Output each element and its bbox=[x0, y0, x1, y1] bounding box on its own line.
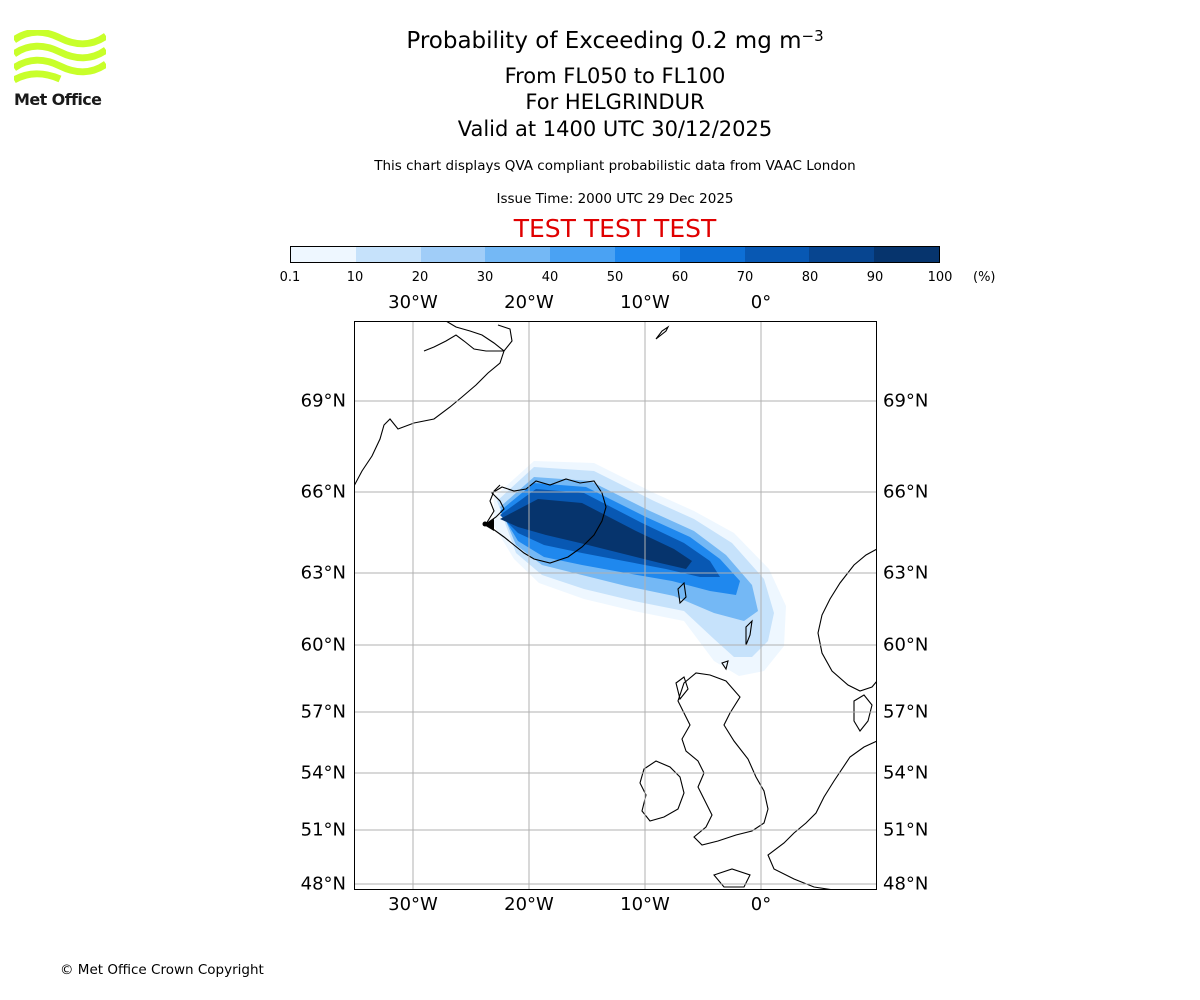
lat-label-left: 48°N bbox=[300, 873, 346, 895]
copyright: © Met Office Crown Copyright bbox=[60, 962, 264, 978]
volcano-marker-shape bbox=[484, 519, 494, 531]
lat-label-left: 63°N bbox=[300, 562, 346, 584]
issue-time: Issue Time: 2000 UTC 29 Dec 2025 bbox=[496, 191, 734, 207]
lon-label-bottom: 20°W bbox=[504, 894, 554, 915]
colorbar-tick-label: 10 bbox=[346, 270, 364, 285]
chart-description: This chart displays QVA compliant probab… bbox=[374, 158, 856, 174]
colorbar-tick-label: 0.1 bbox=[279, 270, 301, 285]
coast-britain bbox=[677, 672, 769, 846]
flight-levels: From FL050 to FL100 bbox=[504, 64, 726, 88]
colorbar-tick-label: 100 bbox=[927, 270, 953, 285]
colorbar-segment bbox=[614, 247, 680, 262]
colorbar-segment bbox=[291, 247, 356, 262]
colorbar-tick-label: 20 bbox=[411, 270, 429, 285]
coast-shetland bbox=[745, 619, 753, 646]
colorbar-unit: (%) bbox=[973, 270, 996, 285]
lat-label-left: 66°N bbox=[300, 481, 346, 503]
lat-label-right: 66°N bbox=[883, 481, 929, 503]
coast-continent bbox=[767, 740, 877, 890]
lat-label-right: 57°N bbox=[883, 701, 929, 723]
map-panel bbox=[354, 321, 877, 890]
coast-jan-mayen bbox=[655, 325, 670, 340]
coast-faroe bbox=[677, 581, 687, 605]
volcano-marker bbox=[482, 519, 494, 531]
colorbar-segment bbox=[550, 247, 615, 262]
volcano-name: For HELGRINDUR bbox=[525, 90, 705, 114]
coast-brittany bbox=[713, 868, 751, 888]
coast-greenland bbox=[354, 321, 505, 487]
chart-title-text: Probability of Exceeding 0.2 mg m bbox=[406, 27, 802, 54]
colorbar-segment bbox=[744, 247, 810, 262]
lon-label-top: 0° bbox=[750, 292, 772, 313]
lat-label-right: 63°N bbox=[883, 562, 929, 584]
colorbar bbox=[290, 246, 940, 263]
plume-band-5 bbox=[500, 499, 692, 569]
colorbar-tick-label: 50 bbox=[606, 270, 624, 285]
coast-hebrides bbox=[675, 676, 689, 701]
lon-label-bottom: 0° bbox=[750, 894, 772, 915]
colorbar-segment bbox=[809, 247, 875, 262]
colorbar-tick-label: 40 bbox=[541, 270, 559, 285]
gridlines bbox=[354, 321, 877, 890]
valid-time: Valid at 1400 UTC 30/12/2025 bbox=[457, 117, 773, 141]
lon-label-bottom: 10°W bbox=[620, 894, 670, 915]
coast-orkney bbox=[721, 660, 729, 671]
ash-plume bbox=[494, 461, 786, 676]
coast-iceland bbox=[485, 478, 607, 564]
lat-label-left: 60°N bbox=[300, 634, 346, 656]
lat-label-left: 54°N bbox=[300, 762, 346, 784]
lat-label-left: 51°N bbox=[300, 819, 346, 841]
colorbar-tick-label: 90 bbox=[866, 270, 884, 285]
chart-title-unit-exponent: −3 bbox=[801, 27, 824, 45]
coast-denmark bbox=[853, 694, 873, 732]
coast-iceland-westfjords bbox=[485, 484, 501, 525]
coastlines bbox=[354, 321, 877, 890]
lon-label-bottom: 30°W bbox=[388, 894, 438, 915]
lat-label-right: 54°N bbox=[883, 762, 929, 784]
lat-label-right: 51°N bbox=[883, 819, 929, 841]
map-frame bbox=[354, 321, 877, 890]
colorbar-tick-label: 30 bbox=[476, 270, 494, 285]
coast-greenland-north bbox=[423, 324, 513, 352]
coast-norway bbox=[817, 548, 877, 692]
lat-label-right: 48°N bbox=[883, 873, 929, 895]
colorbar-segment bbox=[355, 247, 421, 262]
lat-label-left: 57°N bbox=[300, 701, 346, 723]
colorbar-segment bbox=[420, 247, 486, 262]
colorbar-tick-label: 70 bbox=[736, 270, 754, 285]
lon-label-top: 10°W bbox=[620, 292, 670, 313]
colorbar-segment bbox=[679, 247, 745, 262]
met-office-logo: Met Office bbox=[14, 30, 106, 112]
chart-title: Probability of Exceeding 0.2 mg m−3 bbox=[0, 27, 1200, 54]
colorbar-tick-label: 60 bbox=[671, 270, 689, 285]
volcano-marker-dot bbox=[482, 521, 488, 527]
lat-label-right: 60°N bbox=[883, 634, 929, 656]
test-banner: TEST TEST TEST bbox=[513, 214, 717, 243]
colorbar-segment bbox=[485, 247, 551, 262]
met-office-wave-icon bbox=[14, 30, 106, 84]
logo-text: Met Office bbox=[14, 90, 102, 109]
lon-label-top: 30°W bbox=[388, 292, 438, 313]
colorbar-segment bbox=[874, 247, 939, 262]
colorbar-tick-label: 80 bbox=[801, 270, 819, 285]
lat-label-right: 69°N bbox=[883, 390, 929, 412]
lon-label-top: 20°W bbox=[504, 292, 554, 313]
lat-label-left: 69°N bbox=[300, 390, 346, 412]
